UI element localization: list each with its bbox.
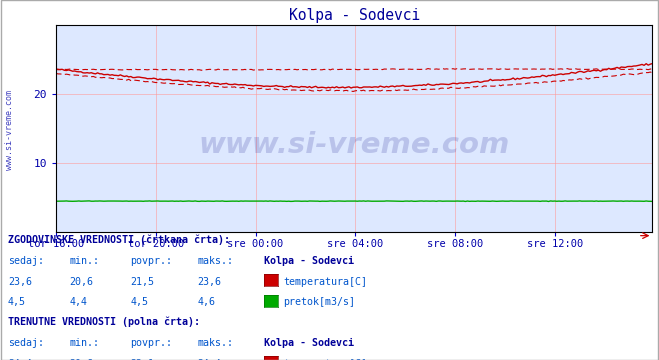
Text: 4,5: 4,5 xyxy=(130,297,148,307)
Text: ZGODOVINSKE VREDNOSTI (črtkana črta):: ZGODOVINSKE VREDNOSTI (črtkana črta): xyxy=(8,234,230,245)
Title: Kolpa - Sodevci: Kolpa - Sodevci xyxy=(289,8,420,23)
Text: www.si-vreme.com: www.si-vreme.com xyxy=(198,131,510,159)
Text: temperatura[C]: temperatura[C] xyxy=(283,359,367,360)
Text: 23,6: 23,6 xyxy=(198,276,221,287)
Text: 4,5: 4,5 xyxy=(8,297,26,307)
Text: 22,1: 22,1 xyxy=(130,359,154,360)
Text: 24,4: 24,4 xyxy=(8,359,32,360)
Text: min.:: min.: xyxy=(69,256,100,266)
Text: www.si-vreme.com: www.si-vreme.com xyxy=(5,90,14,170)
Text: maks.:: maks.: xyxy=(198,338,234,348)
Text: maks.:: maks.: xyxy=(198,256,234,266)
Text: Kolpa - Sodevci: Kolpa - Sodevci xyxy=(264,338,354,348)
Text: 21,5: 21,5 xyxy=(130,276,154,287)
Text: sedaj:: sedaj: xyxy=(8,338,44,348)
Text: 24,4: 24,4 xyxy=(198,359,221,360)
Text: temperatura[C]: temperatura[C] xyxy=(283,276,367,287)
Text: Kolpa - Sodevci: Kolpa - Sodevci xyxy=(264,256,354,266)
Text: 4,4: 4,4 xyxy=(69,297,87,307)
Text: 20,6: 20,6 xyxy=(69,276,93,287)
Text: pretok[m3/s]: pretok[m3/s] xyxy=(283,297,355,307)
Text: povpr.:: povpr.: xyxy=(130,338,173,348)
Text: min.:: min.: xyxy=(69,338,100,348)
Text: 23,6: 23,6 xyxy=(8,276,32,287)
Text: 4,6: 4,6 xyxy=(198,297,215,307)
Text: sedaj:: sedaj: xyxy=(8,256,44,266)
Text: TRENUTNE VREDNOSTI (polna črta):: TRENUTNE VREDNOSTI (polna črta): xyxy=(8,316,200,327)
Text: 20,6: 20,6 xyxy=(69,359,93,360)
Text: povpr.:: povpr.: xyxy=(130,256,173,266)
